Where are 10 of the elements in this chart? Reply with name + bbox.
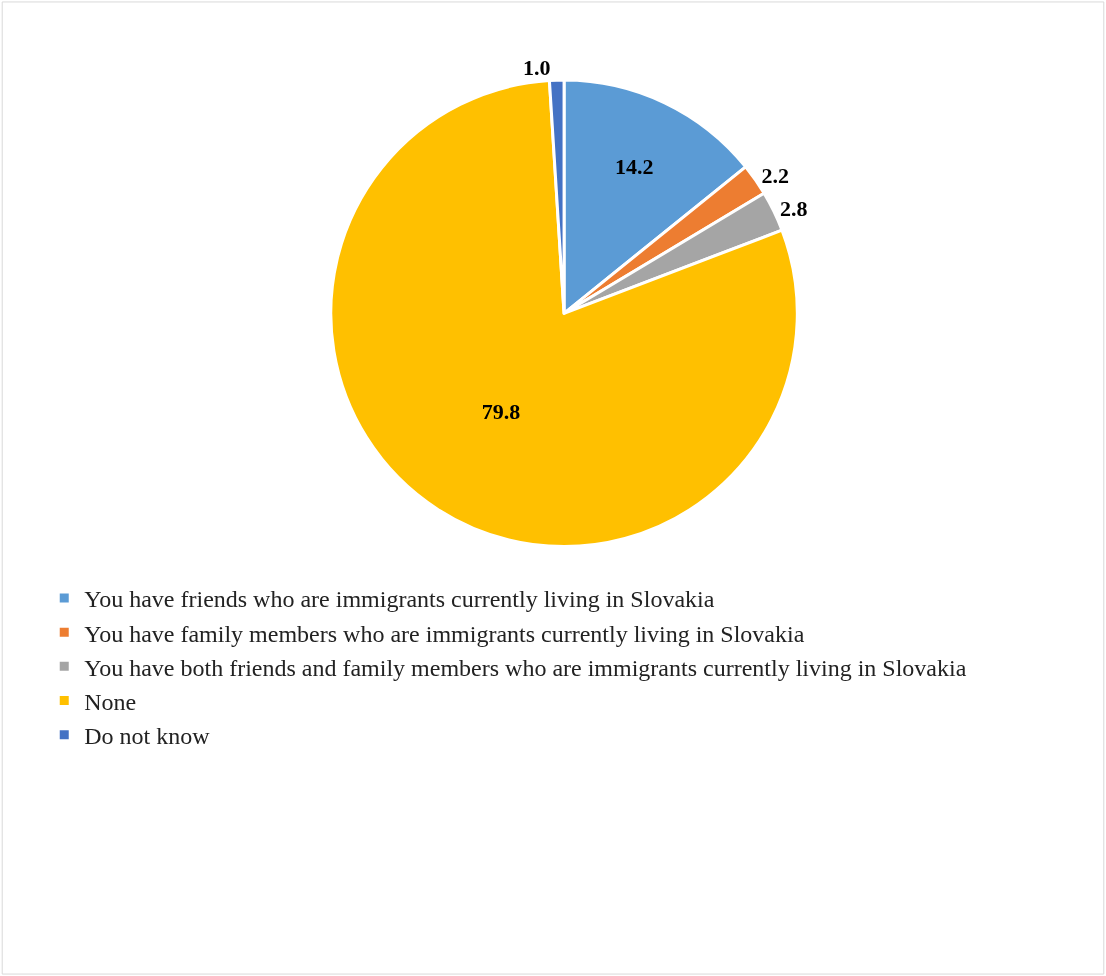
- legend-label: None: [84, 688, 137, 715]
- legend-label: You have both friends and family members who are immigrants currently living in Slovakia: [84, 654, 967, 681]
- legend-label: You have family members who are immigrants currently living in Slovakia: [84, 620, 805, 647]
- legend-label: You have friends who are immigrants currently living in Slovakia: [84, 586, 715, 613]
- data-label: 2.2: [761, 163, 790, 189]
- legend-label: Do not know: [84, 723, 211, 750]
- data-label: 1.0: [522, 55, 551, 81]
- data-label: 79.8: [481, 398, 521, 424]
- data-label: 2.8: [780, 196, 808, 222]
- data-label: 14.2: [615, 153, 654, 179]
